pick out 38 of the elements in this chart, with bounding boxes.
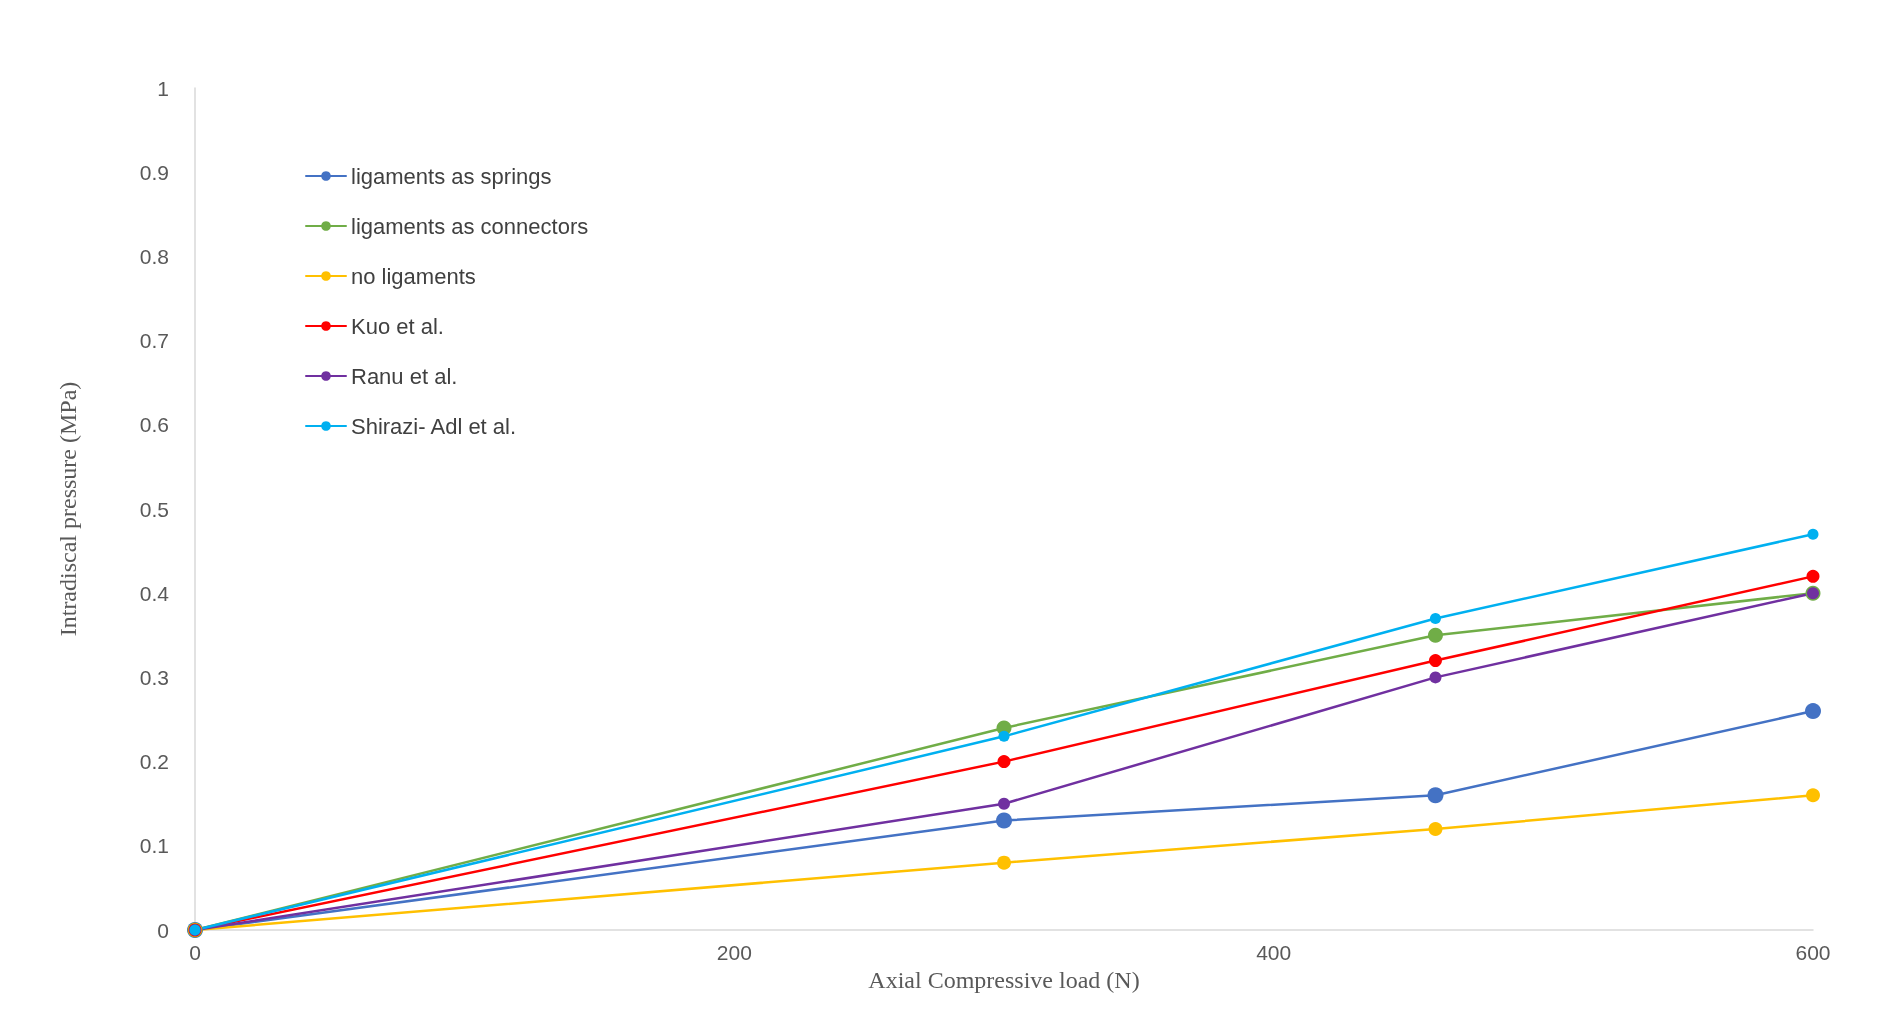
y-tick-label: 0.2 xyxy=(139,750,169,774)
point xyxy=(1427,787,1444,804)
y-tick-label: 0.7 xyxy=(139,329,169,353)
y-tick-label: 0.3 xyxy=(139,665,169,689)
point xyxy=(1805,703,1821,720)
x-axis-title: Axial Compressive load (N) xyxy=(868,966,1140,993)
legend-label: Kuo et al. xyxy=(351,313,444,339)
point xyxy=(997,755,1011,769)
y-axis-title: Intradiscal pressure (MPa) xyxy=(55,381,81,637)
x-tick-label: 200 xyxy=(716,941,752,964)
y-tick-label: 0.1 xyxy=(139,834,169,858)
legend-label: ligaments as connectors xyxy=(351,213,589,239)
point xyxy=(1806,569,1820,583)
y-tick-label: 0 xyxy=(157,918,169,942)
x-tick-label: 400 xyxy=(1256,941,1292,964)
point xyxy=(1429,612,1441,624)
legend-label: Ranu et al. xyxy=(351,363,458,389)
y-tick-label: 0.6 xyxy=(139,413,169,437)
y-tick-label: 1 xyxy=(157,76,169,100)
point xyxy=(1806,788,1820,803)
y-tick-label: 0.9 xyxy=(139,160,169,184)
point xyxy=(1427,627,1443,643)
point xyxy=(997,855,1011,870)
y-tick-label: 0.8 xyxy=(139,244,169,268)
x-tick-label: 0 xyxy=(189,941,201,964)
legend-label: no ligaments xyxy=(351,263,476,289)
y-tick-label: 0.5 xyxy=(139,497,169,521)
point xyxy=(998,730,1010,742)
point xyxy=(1428,654,1442,668)
point xyxy=(996,812,1012,829)
legend-label: Shirazi- Adl et al. xyxy=(351,413,517,439)
x-tick-label: 600 xyxy=(1795,941,1831,964)
y-tick-label: 0.4 xyxy=(139,581,170,605)
legend-label: ligaments as springs xyxy=(351,163,552,189)
point xyxy=(1807,528,1819,540)
point xyxy=(1429,671,1442,684)
point xyxy=(998,797,1010,810)
point xyxy=(1428,821,1443,836)
